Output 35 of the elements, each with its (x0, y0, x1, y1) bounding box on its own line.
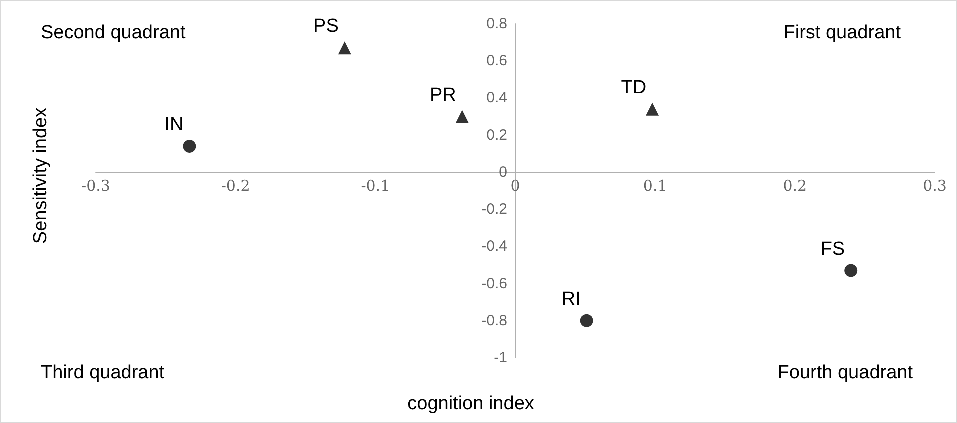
point (844, 264, 858, 278)
annotation: Second quadrant (41, 22, 186, 44)
y-tick-label: 0.6 (486, 52, 508, 70)
y-tick-label: 0.2 (486, 126, 508, 144)
point (580, 314, 594, 328)
x-tick-label: 0.1 (643, 176, 668, 195)
y-axis-title: Sensitivity index (30, 107, 52, 244)
text: Third quadrant (41, 362, 166, 384)
point (646, 102, 660, 116)
annotation: First quadrant (784, 22, 902, 44)
annotation: IN (164, 114, 184, 136)
y-tick-label: 0 (499, 164, 508, 181)
y-tick-label: -0.8 (482, 312, 508, 330)
y-tick-label: 0.4 (486, 90, 508, 107)
annotation: RI (562, 288, 581, 310)
y-tick-label: -0.6 (482, 275, 508, 292)
text: Fourth quadrant (778, 362, 914, 384)
x-tick-label: -0.2 (221, 176, 250, 195)
x-tick-label: 0.2 (783, 176, 808, 195)
point (456, 110, 469, 124)
annotation: PS (314, 16, 339, 38)
annotation: TD (621, 77, 647, 98)
x-tick-label: -0.3 (82, 176, 110, 195)
y-tick-label: 0.8 (486, 16, 508, 32)
x-axis-title: cognition index (408, 394, 535, 414)
annotation: PR (430, 84, 456, 106)
y-tick-label: -0.2 (482, 201, 508, 218)
x-tick-label: 0 (510, 176, 520, 195)
x-tick-label: -0.1 (361, 176, 390, 195)
x-tick-label: 0.3 (923, 176, 947, 195)
annotation: FS (820, 238, 846, 260)
point (338, 42, 352, 55)
point (183, 140, 196, 153)
y-tick-label: -0.4 (482, 238, 508, 256)
y-tick-label: -1 (494, 350, 508, 366)
